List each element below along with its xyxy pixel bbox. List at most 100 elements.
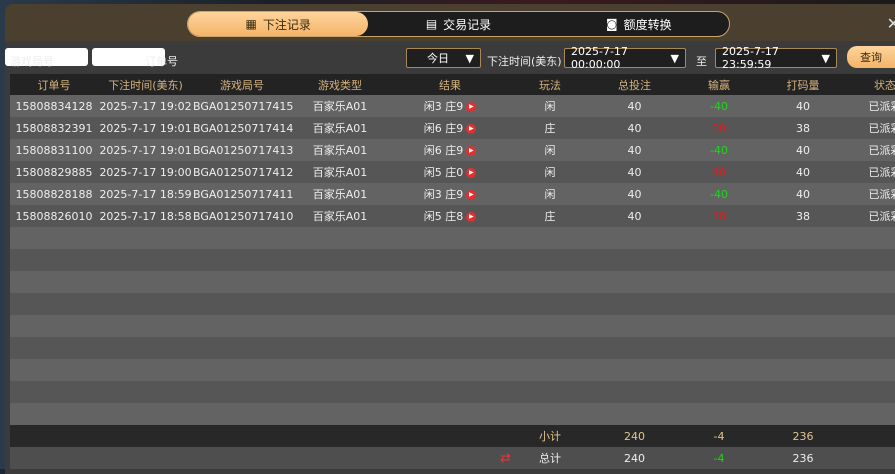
chevron-down-icon: ▼ [465, 51, 474, 65]
cell: BGA01250717413 [193, 139, 293, 161]
cell: 闲 [511, 95, 589, 117]
cell: 百家乐A01 [291, 161, 389, 183]
coin-icon: ◙ [605, 17, 618, 31]
time-label: 下注时间(美东) [487, 55, 562, 68]
result-cell: 闲6 庄9 ▶ [389, 117, 511, 139]
cell: 15808828188 [10, 183, 98, 205]
column-header[interactable]: 总投注 [589, 74, 680, 95]
cell: 已派彩 [848, 117, 895, 139]
result-cell: 闲3 庄9 ▶ [389, 95, 511, 117]
cell: 40 [758, 95, 848, 117]
cell: 2025-7-17 18:58 [98, 205, 193, 227]
cell: 40 [758, 183, 848, 205]
empty-row [10, 249, 895, 271]
cell: 15808832391 [10, 117, 98, 139]
play-replay-icon[interactable]: ▶ [466, 102, 477, 112]
cell: 15808834128 [10, 95, 98, 117]
cell: 百家乐A01 [291, 205, 389, 227]
to-label: 至 [696, 55, 707, 68]
cell: 40 [589, 117, 680, 139]
cell: 已派彩 [848, 139, 895, 161]
cell: -40 [680, 139, 758, 161]
cell: -40 [680, 95, 758, 117]
column-header[interactable]: 结果 [389, 74, 511, 95]
play-replay-icon[interactable]: ▶ [466, 146, 477, 156]
cell: 百家乐A01 [291, 183, 389, 205]
cell: 已派彩 [848, 183, 895, 205]
cell: BGA01250717415 [193, 95, 293, 117]
close-icon[interactable]: ✕ [886, 14, 895, 33]
order-no-label: 订单号 [145, 55, 178, 68]
end-time-select[interactable]: 2025-7-17 23:59:59 ▼ [715, 45, 837, 71]
column-header[interactable]: 打码量 [758, 74, 848, 95]
cell: 15808831100 [10, 139, 98, 161]
table-header: 订单号 下注时间(美东) 游戏局号 游戏类型 结果 玩法 总投注 输赢 打码量 状态 [10, 74, 895, 95]
cell: 38 [680, 205, 758, 227]
cell: 40 [589, 95, 680, 117]
empty-row [10, 337, 895, 359]
cell: 已派彩 [848, 161, 895, 183]
bet-records-table: 订单号 下注时间(美东) 游戏局号 游戏类型 结果 玩法 总投注 输赢 打码量 状态 158088… [10, 74, 895, 469]
game-no-input[interactable] [5, 48, 88, 66]
query-button[interactable]: 查询 [847, 46, 895, 68]
cell: 40 [589, 161, 680, 183]
column-header[interactable]: 订单号 [10, 74, 98, 95]
column-header[interactable]: 游戏类型 [291, 74, 389, 95]
table-row[interactable]: 15808834128 2025-7-17 19:02 BGA01250717415… [10, 95, 895, 117]
empty-row [10, 315, 895, 337]
start-time-select[interactable]: 2025-7-17 00:00:00 ▼ [564, 45, 686, 71]
cell: 闲 [511, 139, 589, 161]
play-replay-icon[interactable]: ▶ [466, 190, 477, 200]
tab-transaction-records[interactable]: ▤ 交易记录 [425, 17, 492, 32]
cell: 40 [758, 161, 848, 183]
cell: 40 [589, 139, 680, 161]
table-row[interactable]: 15808828188 2025-7-17 18:59 BGA01250717411… [10, 183, 895, 205]
cell: 2025-7-17 18:59 [98, 183, 193, 205]
refresh-swap-icon[interactable]: ⇄ [500, 450, 511, 466]
cell: 40 [758, 139, 848, 161]
cell: 百家乐A01 [291, 117, 389, 139]
tab-credit-transfer[interactable]: ◙ 额度转换 [605, 17, 672, 32]
cell: 2025-7-17 19:01 [98, 117, 193, 139]
table-row[interactable]: 15808829885 2025-7-17 19:00 BGA01250717412… [10, 161, 895, 183]
order-no-input[interactable] [91, 48, 165, 66]
play-replay-icon[interactable]: ▶ [466, 124, 477, 134]
tab-bar: ▦ 下注记录 ▤ 交易记录 ◙ 额度转换 [187, 11, 730, 37]
chevron-down-icon: ▼ [670, 51, 679, 65]
column-header[interactable]: 下注时间(美东) [98, 74, 193, 95]
calendar-icon: ▦ [245, 17, 257, 31]
cell: 2025-7-17 19:01 [98, 139, 193, 161]
cell: 38 [680, 117, 758, 139]
tab-bet-records[interactable]: ▦ 下注记录 [188, 12, 369, 36]
cell: 庄 [511, 205, 589, 227]
play-replay-icon[interactable]: ▶ [466, 168, 477, 178]
cell: 百家乐A01 [291, 139, 389, 161]
subtotal-row: 小计 240 -4 236 [10, 425, 895, 447]
cell: 闲 [511, 161, 589, 183]
chevron-down-icon: ▼ [821, 51, 830, 65]
column-header[interactable]: 玩法 [511, 74, 589, 95]
cell: 15808826010 [10, 205, 98, 227]
empty-row [10, 227, 895, 249]
empty-row [10, 293, 895, 315]
result-cell: 闲5 庄0 ▶ [389, 161, 511, 183]
cell: 40 [680, 161, 758, 183]
column-header[interactable]: 输赢 [680, 74, 758, 95]
result-cell: 闲3 庄9 ▶ [389, 183, 511, 205]
table-row[interactable]: 15808826010 2025-7-17 18:58 BGA01250717410… [10, 205, 895, 227]
cell: 15808829885 [10, 161, 98, 183]
play-replay-icon[interactable]: ▶ [466, 212, 477, 222]
cell: 40 [589, 183, 680, 205]
filter-bar: 游戏局号 订单号 今日 ▼ 下注时间(美东) 2025-7-17 00:00:00… [5, 45, 895, 72]
period-select[interactable]: 今日 ▼ [406, 48, 481, 68]
cell: 闲 [511, 183, 589, 205]
cell: BGA01250717411 [193, 183, 293, 205]
column-header[interactable]: 游戏局号 [193, 74, 291, 95]
column-header[interactable]: 状态 [848, 74, 895, 95]
cell: 40 [589, 205, 680, 227]
dialog-header: ▦ 下注记录 ▤ 交易记录 ◙ 额度转换 ✕ [5, 4, 895, 41]
table-row[interactable]: 15808831100 2025-7-17 19:01 BGA01250717413… [10, 139, 895, 161]
cell: 2025-7-17 19:00 [98, 161, 193, 183]
cell: 庄 [511, 117, 589, 139]
table-row[interactable]: 15808832391 2025-7-17 19:01 BGA01250717414… [10, 117, 895, 139]
